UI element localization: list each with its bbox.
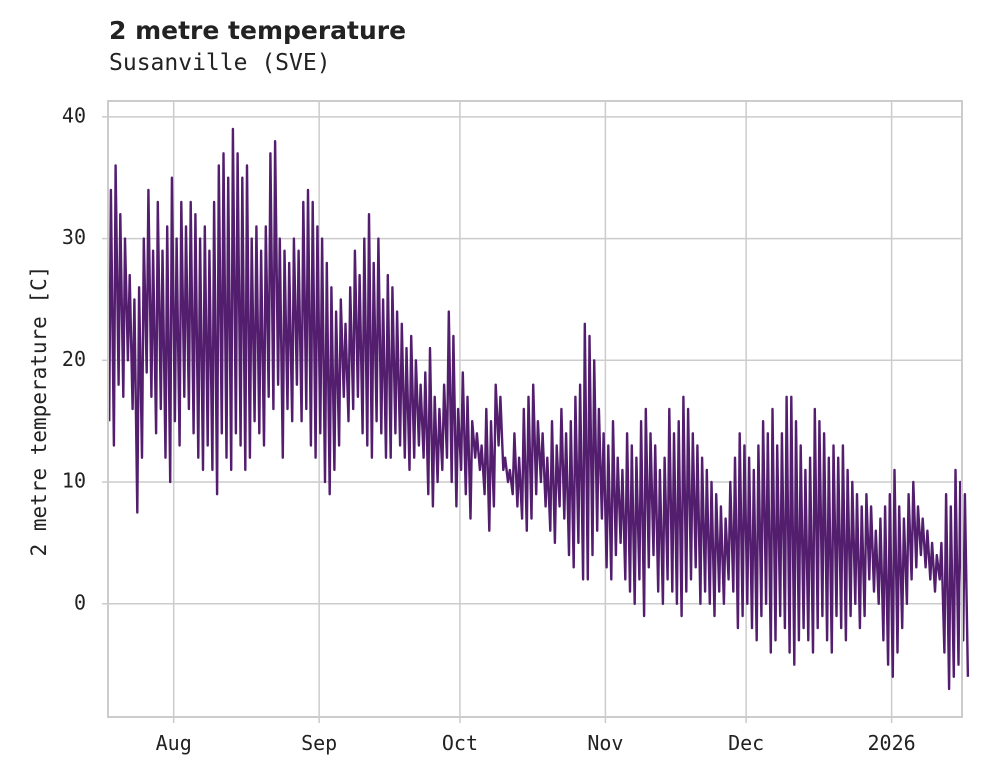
- y-tick-label: 10: [62, 469, 86, 493]
- x-tick-label: 2026: [868, 731, 916, 755]
- x-tick-label: Aug: [156, 731, 192, 755]
- plot-frame: [107, 100, 963, 718]
- x-tick-label: Oct: [442, 731, 478, 755]
- chart-subtitle: Susanville (SVE): [109, 50, 331, 76]
- x-tick-label: Dec: [728, 731, 764, 755]
- y-tick-label: 20: [62, 347, 86, 371]
- temperature-series-line: [108, 127, 970, 691]
- y-axis-label: 2 metre temperature [C]: [27, 266, 51, 557]
- x-tick-label: Nov: [587, 731, 623, 755]
- x-tick-label: Sep: [301, 731, 337, 755]
- y-tick-label: 30: [62, 225, 86, 249]
- y-tick-label: 40: [62, 103, 86, 127]
- y-tick-label: 0: [74, 590, 86, 614]
- y-axis: 0 10 20 30 40: [62, 103, 108, 614]
- x-axis: Aug Sep Oct Nov Dec 2026: [156, 717, 916, 755]
- chart-title: 2 metre temperature: [109, 16, 407, 45]
